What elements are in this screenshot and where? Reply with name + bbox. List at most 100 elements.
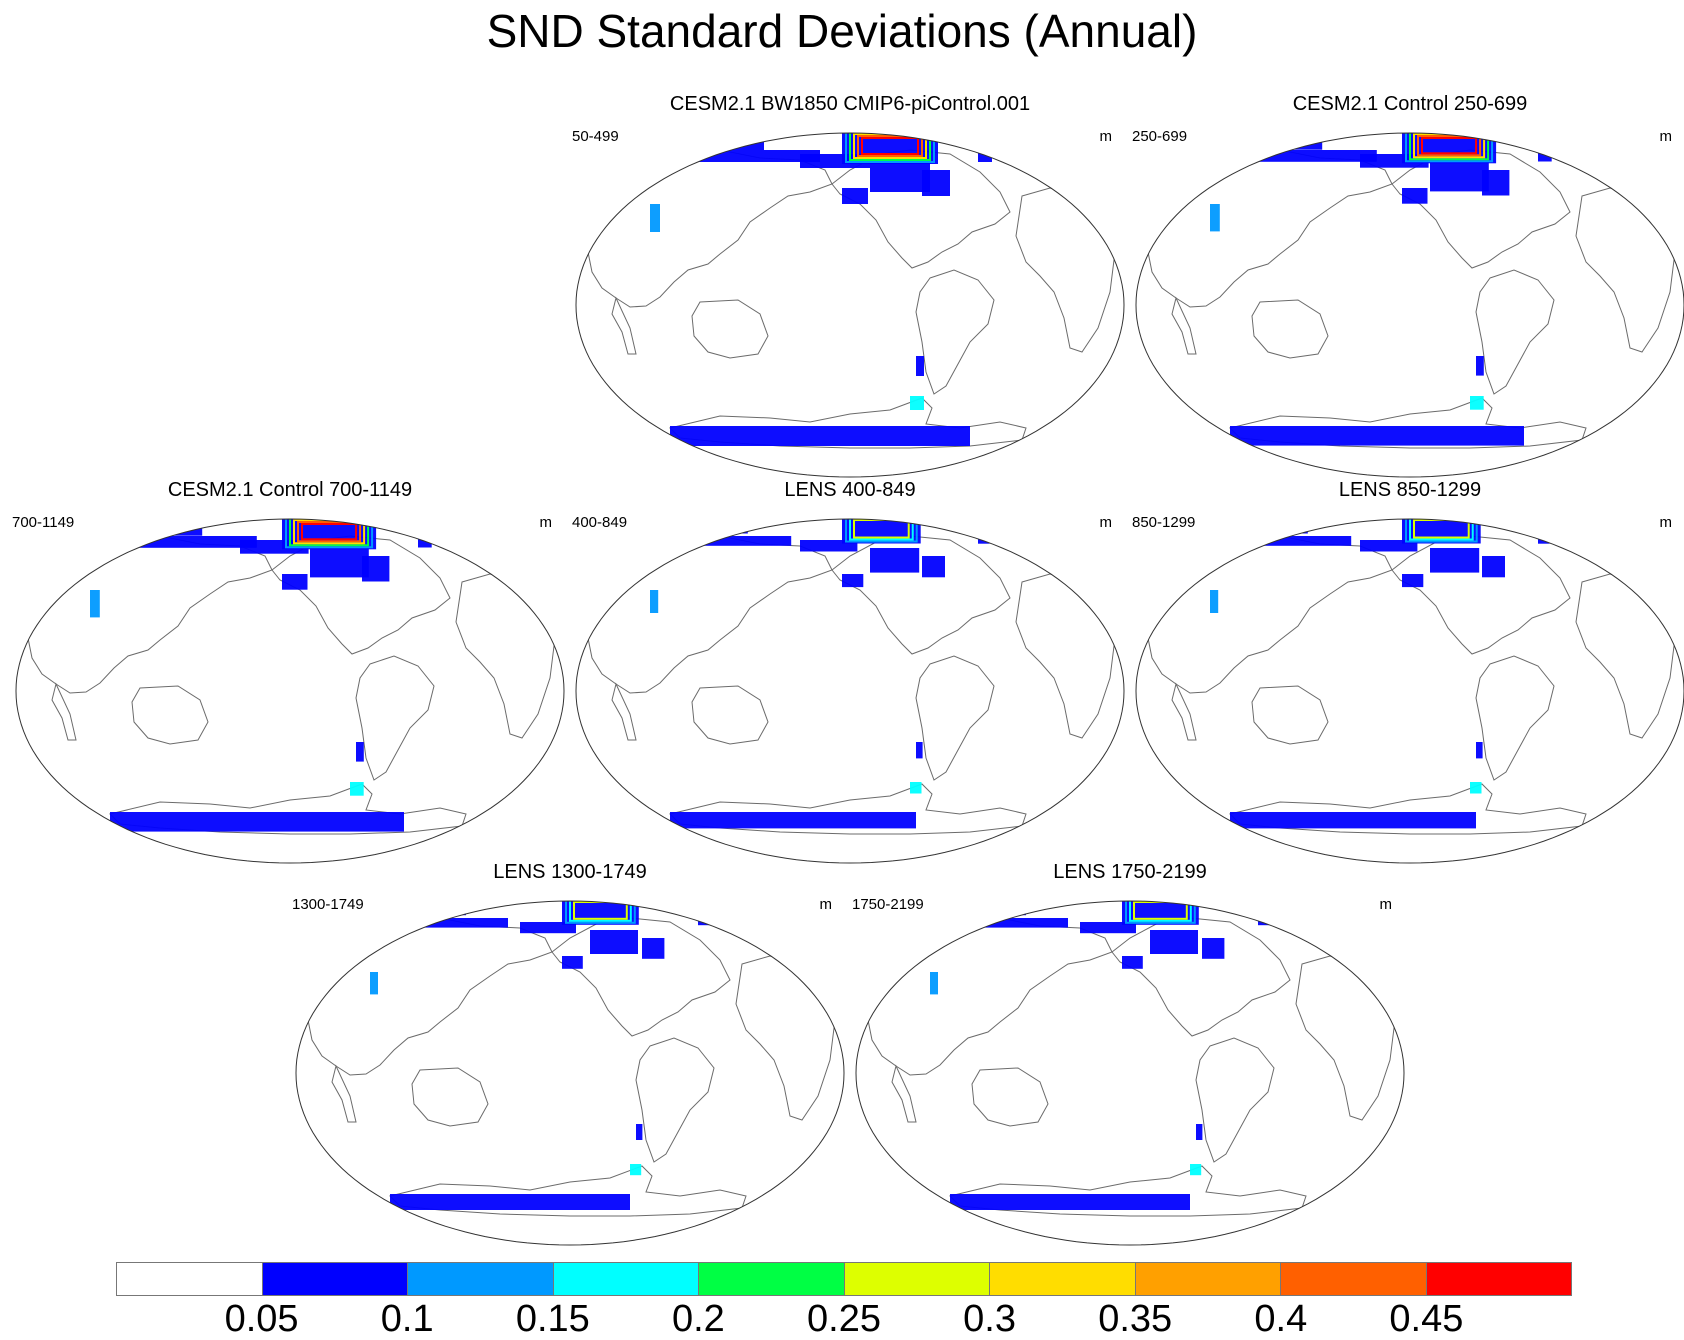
rockies-snow-patch (1402, 574, 1424, 588)
quebec-snow-patch (642, 938, 665, 959)
colorbar (116, 1262, 1572, 1296)
alaska-snow-patch (520, 922, 576, 934)
quebec-snow-patch (362, 556, 390, 582)
quebec-snow-patch (922, 170, 950, 196)
siberia-snow-patch (660, 536, 792, 546)
antarctica-coast (389, 1165, 747, 1217)
colorbar-box (408, 1263, 554, 1295)
canada-snow-patch (1430, 162, 1489, 192)
siberia-snow-patch (1220, 536, 1352, 546)
panel-units-label: m (1379, 896, 1393, 913)
colorbar-box (1426, 1263, 1571, 1295)
arctic-snow-patch (1234, 522, 1308, 534)
south-asia-coast (1171, 682, 1197, 741)
greenland-contour (1405, 133, 1494, 163)
panel-units-label: m (819, 896, 833, 913)
canada-snow-patch (870, 162, 930, 192)
antarctica-coast (1229, 783, 1587, 835)
antarctica-coast (669, 783, 1027, 835)
antarctica-snow-patch (110, 812, 404, 832)
world-map (575, 518, 1125, 864)
panel-title: LENS 400-849 (784, 479, 916, 501)
quebec-snow-patch (922, 556, 945, 578)
andes-snow-patch (1196, 1124, 1203, 1140)
greenland-contour (1409, 519, 1474, 541)
colorbar-box (553, 1263, 699, 1295)
colorbar-box (1135, 1263, 1281, 1295)
australia-coast (131, 685, 209, 745)
world-map (295, 900, 845, 1246)
central-asia-snow-patch (1210, 590, 1219, 613)
south-asia-coast (611, 296, 637, 355)
greenland-contour (845, 519, 918, 543)
colorbar-tick-label: 0.4 (1254, 1298, 1308, 1340)
south-america-coast (1475, 655, 1555, 781)
norway-snow-patch (418, 524, 432, 548)
panel-title: LENS 1300-1749 (493, 861, 647, 883)
south-america-coast (355, 655, 435, 781)
canada-snow-patch (590, 930, 638, 954)
colorbar-box (1281, 1263, 1427, 1295)
australia-coast (1251, 685, 1329, 745)
alaska-snow-patch (1080, 922, 1136, 934)
central-asia-snow-patch (650, 204, 660, 232)
map-outline (1135, 132, 1684, 478)
panel-units-label: m (1099, 514, 1113, 531)
colorbar-box (117, 1263, 263, 1295)
panel-units-label: m (1659, 128, 1673, 145)
map-panel: LENS 1300-1749 1300-1749 m (290, 860, 850, 1246)
colorbar-tick-label: 0.1 (380, 1298, 434, 1340)
greenland-contour (297, 521, 362, 543)
south-america-coast (1195, 1037, 1275, 1163)
canada-snow-patch (870, 548, 920, 573)
canada-snow-patch (1150, 930, 1198, 954)
norway-snow-patch (1538, 138, 1552, 162)
greenland-contour (1421, 137, 1478, 155)
siberia-snow-patch (660, 150, 820, 162)
central-asia-snow-patch (650, 590, 659, 613)
alaska-snow-patch (1360, 540, 1418, 552)
rockies-snow-patch (1402, 188, 1428, 204)
siberia-snow-patch (380, 918, 508, 928)
panel-years-label: 850-1299 (1132, 514, 1196, 531)
panel-title: LENS 1750-2199 (1053, 861, 1207, 883)
antarctic-peninsula-patch (350, 782, 364, 796)
colorbar-tick-label: 0.3 (963, 1298, 1016, 1340)
panel-years-label: 1300-1749 (292, 896, 364, 913)
colorbar-box (844, 1263, 990, 1295)
arctic-snow-patch (954, 904, 1026, 916)
rockies-snow-patch (1122, 956, 1143, 969)
panel-years-label: 50-499 (572, 128, 619, 145)
south-america-coast (915, 269, 995, 395)
south-asia-coast (891, 1064, 917, 1123)
south-asia-coast (331, 1064, 357, 1123)
antarctica-snow-patch (390, 1194, 630, 1210)
south-asia-coast (51, 682, 77, 741)
canada-snow-patch (310, 548, 369, 578)
world-map (15, 518, 565, 864)
greenland-contour (569, 901, 632, 922)
panel-years-label: 1750-2199 (852, 896, 924, 913)
world-map (575, 132, 1125, 478)
greenland-contour (301, 523, 358, 541)
rockies-snow-patch (842, 188, 868, 204)
australia-coast (691, 299, 769, 359)
antarctica-snow-patch (670, 426, 970, 446)
antarctic-peninsula-patch (630, 1164, 642, 1176)
canada-snow-patch (1430, 548, 1480, 573)
australia-coast (1251, 299, 1329, 359)
greenland-contour (285, 519, 374, 549)
greenland-contour (849, 519, 914, 541)
south-asia-coast (611, 682, 637, 741)
colorbar-tick-label: 0.25 (807, 1298, 881, 1340)
andes-snow-patch (1476, 356, 1484, 376)
greenland-contour (289, 519, 370, 547)
map-outline (855, 900, 1405, 1246)
alaska-snow-patch (800, 540, 858, 552)
antarctic-peninsula-patch (1470, 782, 1482, 794)
andes-snow-patch (916, 356, 924, 376)
greenland-contour (849, 133, 931, 161)
quebec-snow-patch (1202, 938, 1225, 959)
antarctica-coast (1229, 397, 1587, 449)
antarctica-coast (669, 397, 1027, 449)
